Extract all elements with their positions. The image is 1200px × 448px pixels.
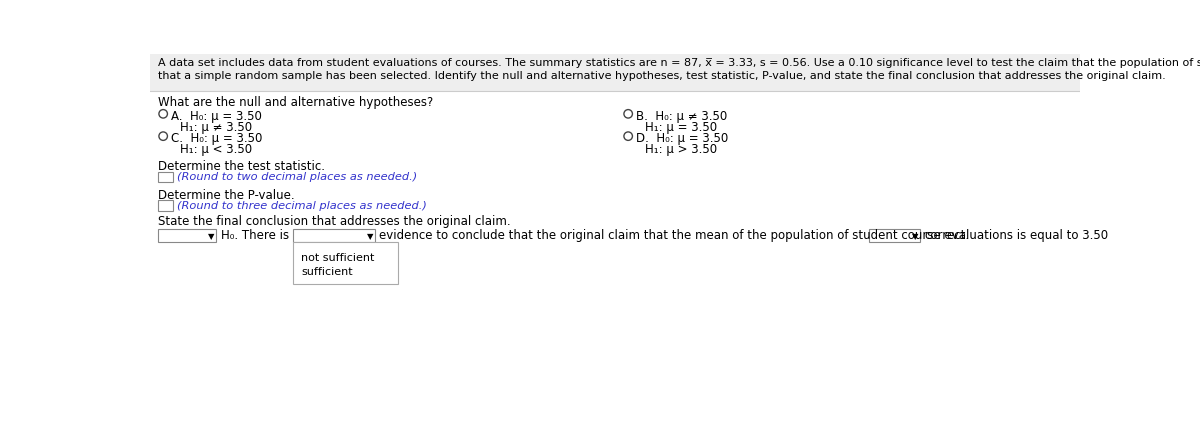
Text: evidence to conclude that the original claim that the mean of the population of : evidence to conclude that the original c… (379, 228, 1109, 241)
Text: (Round to three decimal places as needed.): (Round to three decimal places as needed… (178, 201, 427, 211)
FancyBboxPatch shape (869, 229, 919, 241)
Text: Determine the test statistic.: Determine the test statistic. (157, 160, 325, 173)
FancyBboxPatch shape (157, 200, 173, 211)
FancyBboxPatch shape (150, 54, 1080, 91)
Circle shape (158, 110, 168, 118)
Text: Determine the P-value.: Determine the P-value. (157, 189, 294, 202)
Text: correct.: correct. (924, 228, 970, 241)
Text: D.  H₀: μ = 3.50: D. H₀: μ = 3.50 (636, 132, 728, 145)
Text: What are the null and alternative hypotheses?: What are the null and alternative hypoth… (157, 96, 433, 109)
Circle shape (624, 132, 632, 140)
FancyBboxPatch shape (293, 229, 374, 241)
Circle shape (158, 132, 168, 140)
FancyBboxPatch shape (293, 241, 398, 284)
Text: ▼: ▼ (912, 232, 918, 241)
Text: ▼: ▼ (367, 232, 373, 241)
Text: State the final conclusion that addresses the original claim.: State the final conclusion that addresse… (157, 215, 510, 228)
Text: A data set includes data from student evaluations of courses. The summary statis: A data set includes data from student ev… (157, 58, 1200, 69)
Text: H₁: μ ≠ 3.50: H₁: μ ≠ 3.50 (180, 121, 252, 134)
Text: C.  H₀: μ = 3.50: C. H₀: μ = 3.50 (170, 132, 263, 145)
FancyBboxPatch shape (157, 172, 173, 182)
Text: B.  H₀: μ ≠ 3.50: B. H₀: μ ≠ 3.50 (636, 110, 727, 123)
Text: ▼: ▼ (208, 232, 215, 241)
Text: H₁: μ > 3.50: H₁: μ > 3.50 (646, 143, 718, 156)
Text: H₀. There is: H₀. There is (221, 228, 289, 241)
FancyBboxPatch shape (157, 229, 216, 241)
Text: A.  H₀: μ = 3.50: A. H₀: μ = 3.50 (170, 110, 262, 123)
Text: that a simple random sample has been selected. Identify the null and alternative: that a simple random sample has been sel… (157, 71, 1165, 81)
Circle shape (624, 110, 632, 118)
Text: (Round to two decimal places as needed.): (Round to two decimal places as needed.) (178, 172, 418, 182)
Text: H₁: μ < 3.50: H₁: μ < 3.50 (180, 143, 252, 156)
Text: H₁: μ = 3.50: H₁: μ = 3.50 (646, 121, 718, 134)
Text: not sufficient: not sufficient (301, 253, 374, 263)
Text: sufficient: sufficient (301, 267, 353, 277)
